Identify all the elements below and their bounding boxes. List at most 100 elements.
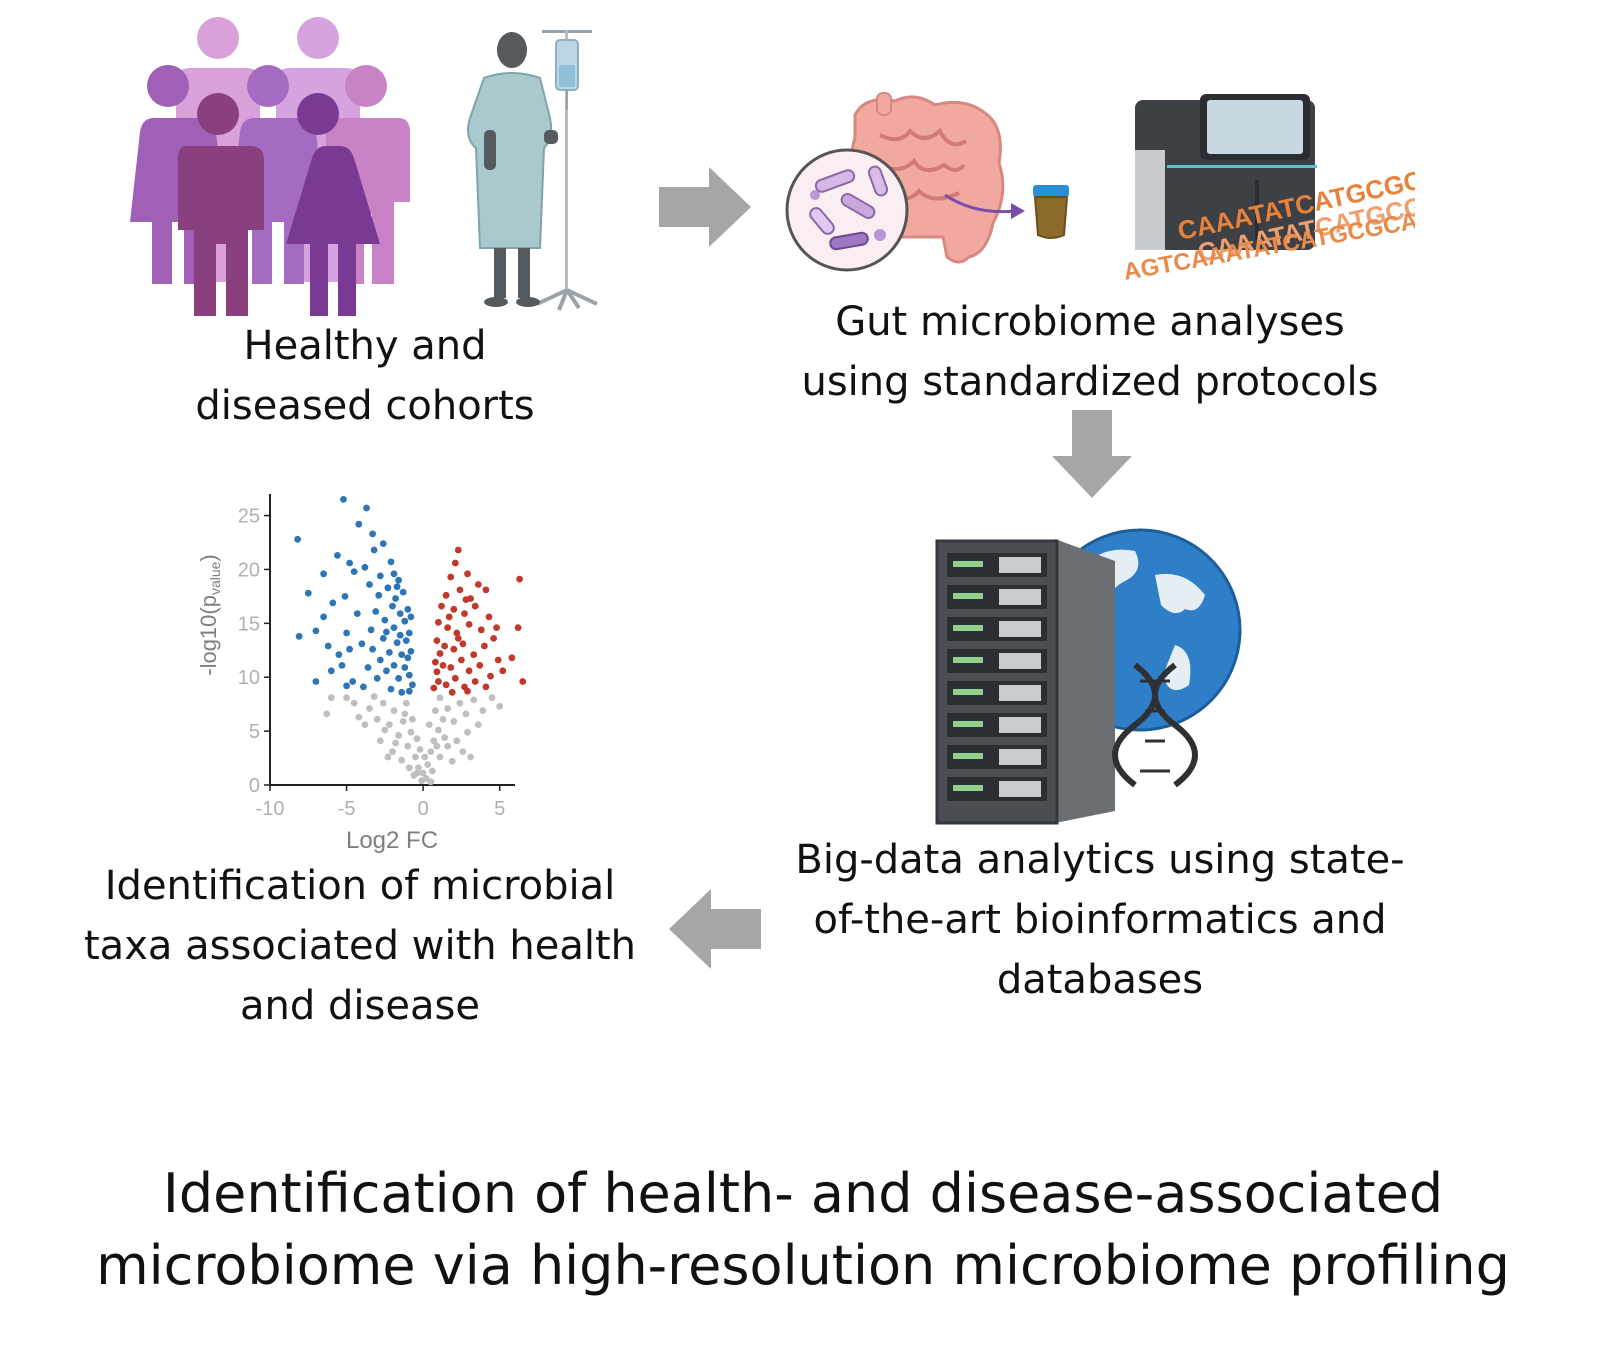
volcano-point bbox=[514, 624, 522, 631]
volcano-point bbox=[415, 764, 422, 772]
volcano-point bbox=[444, 705, 451, 712]
volcano-point bbox=[441, 734, 448, 741]
volcano-point bbox=[471, 602, 479, 610]
volcano-y-axis-label-close: ) bbox=[196, 554, 221, 561]
volcano-point bbox=[343, 682, 350, 690]
volcano-point bbox=[499, 667, 507, 675]
volcano-point bbox=[379, 635, 387, 642]
volcano-point bbox=[398, 756, 406, 764]
volcano-point bbox=[488, 694, 496, 702]
volcano-point bbox=[409, 715, 416, 723]
volcano-point bbox=[462, 710, 470, 718]
volcano-point bbox=[376, 737, 384, 745]
volcano-point bbox=[399, 588, 407, 596]
volcano-point bbox=[474, 581, 482, 588]
volcano-point bbox=[312, 627, 320, 635]
volcano-points bbox=[294, 496, 527, 786]
volcano-point bbox=[404, 605, 412, 613]
volcano-point bbox=[465, 667, 473, 675]
main-title-line1: Identification of health- and disease-as… bbox=[162, 1162, 1444, 1225]
volcano-point bbox=[444, 624, 451, 631]
volcano-point bbox=[399, 718, 407, 725]
volcano-point bbox=[433, 668, 441, 676]
volcano-point bbox=[334, 552, 341, 559]
person-front-2-icon bbox=[286, 93, 380, 316]
volcano-point bbox=[409, 681, 416, 689]
volcano-point bbox=[435, 618, 442, 626]
volcano-y-axis-label: -log10(pvalue) bbox=[196, 554, 223, 676]
volcano-point bbox=[346, 645, 353, 653]
volcano-point bbox=[324, 642, 332, 650]
volcano-point bbox=[312, 678, 320, 685]
bigdata-caption: Big-data analytics using state- of-the-a… bbox=[770, 830, 1430, 1010]
volcano-point bbox=[462, 596, 470, 603]
gut-caption: Gut microbiome analyses using standardiz… bbox=[760, 292, 1420, 412]
volcano-point bbox=[350, 568, 358, 575]
volcano-point bbox=[343, 629, 350, 637]
volcano-point bbox=[370, 693, 378, 700]
main-title: Identification of health- and disease-as… bbox=[0, 1158, 1606, 1302]
volcano-point bbox=[401, 664, 409, 671]
person-front-1-icon bbox=[178, 93, 264, 316]
volcano-point bbox=[343, 694, 350, 702]
volcano-point bbox=[349, 678, 357, 685]
volcano-point bbox=[383, 667, 390, 675]
volcano-point bbox=[407, 613, 415, 621]
volcano-point bbox=[387, 558, 395, 566]
volcano-point bbox=[402, 637, 410, 644]
volcano-point bbox=[327, 694, 335, 702]
volcano-point bbox=[482, 683, 490, 691]
volcano-point bbox=[448, 688, 456, 696]
volcano-point bbox=[363, 504, 370, 512]
volcano-point bbox=[442, 681, 450, 689]
volcano-point bbox=[516, 575, 523, 583]
arrow-down-icon bbox=[1052, 410, 1132, 498]
volcano-point bbox=[389, 748, 396, 755]
volcano-point bbox=[471, 678, 479, 685]
iv-stand-icon bbox=[536, 30, 598, 311]
volcano-point bbox=[439, 662, 447, 669]
volcano-point bbox=[467, 753, 474, 761]
volcano-point bbox=[476, 662, 484, 669]
volcano-point bbox=[459, 748, 467, 755]
volcano-point bbox=[396, 631, 404, 639]
volcano-point bbox=[323, 710, 331, 718]
volcano-point bbox=[407, 728, 415, 736]
volcano-point bbox=[407, 648, 415, 655]
volcano-point bbox=[493, 624, 500, 631]
volcano-point bbox=[335, 651, 343, 658]
volcano-point bbox=[438, 602, 445, 610]
volcano-point bbox=[379, 540, 387, 547]
gut-caption-line2: using standardized protocols bbox=[801, 359, 1379, 405]
volcano-point bbox=[445, 613, 453, 621]
volcano-point bbox=[435, 726, 442, 734]
main-title-line2: microbiome via high-resolution microbiom… bbox=[96, 1234, 1510, 1297]
cohorts-caption-line2: diseased cohorts bbox=[195, 383, 535, 429]
volcano-point bbox=[341, 593, 349, 600]
volcano-point bbox=[338, 662, 346, 669]
patient-iv-illustration bbox=[467, 30, 598, 311]
volcano-point bbox=[390, 662, 398, 669]
volcano-point bbox=[353, 610, 361, 617]
volcano-point bbox=[465, 621, 473, 628]
volcano-point bbox=[393, 583, 401, 591]
volcano-point bbox=[387, 685, 395, 693]
volcano-point bbox=[361, 563, 369, 571]
volcano-point bbox=[447, 573, 455, 581]
volcano-point bbox=[412, 753, 419, 761]
volcano-point bbox=[358, 640, 366, 648]
volcano-point bbox=[425, 721, 433, 728]
cohort-illustration bbox=[130, 17, 410, 316]
y-tick-label: 0 bbox=[249, 775, 260, 797]
volcano-point bbox=[320, 613, 327, 621]
stool-sample-icon bbox=[1033, 185, 1069, 239]
volcano-y-axis-label-main: -log10(p bbox=[196, 595, 221, 676]
identification-caption-line1: Identification of microbial bbox=[104, 863, 616, 909]
volcano-point bbox=[294, 535, 301, 543]
volcano-point bbox=[386, 721, 393, 728]
volcano-point bbox=[367, 626, 375, 634]
bigdata-caption-line3: databases bbox=[996, 957, 1204, 1003]
volcano-point bbox=[390, 624, 398, 631]
volcano-point bbox=[456, 699, 464, 707]
gut-microbiome-illustration bbox=[785, 92, 1069, 272]
